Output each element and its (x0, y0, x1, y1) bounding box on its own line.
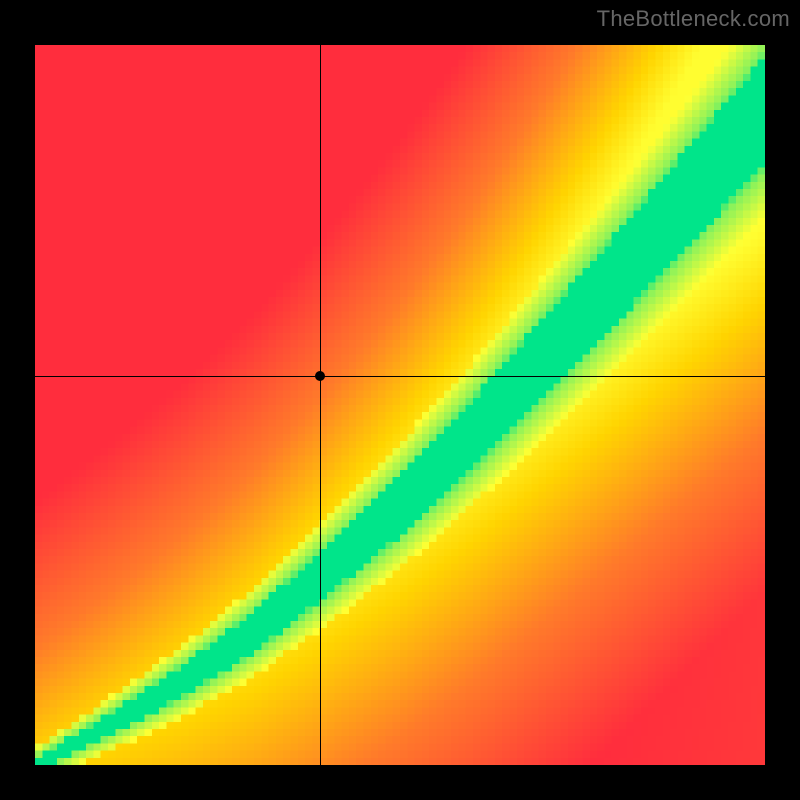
chart-container: TheBottleneck.com (0, 0, 800, 800)
watermark-text: TheBottleneck.com (597, 6, 790, 32)
plot-area (35, 45, 765, 765)
heatmap-canvas (35, 45, 765, 765)
crosshair-marker (315, 371, 325, 381)
crosshair-vertical (320, 45, 321, 765)
crosshair-horizontal (35, 376, 765, 377)
